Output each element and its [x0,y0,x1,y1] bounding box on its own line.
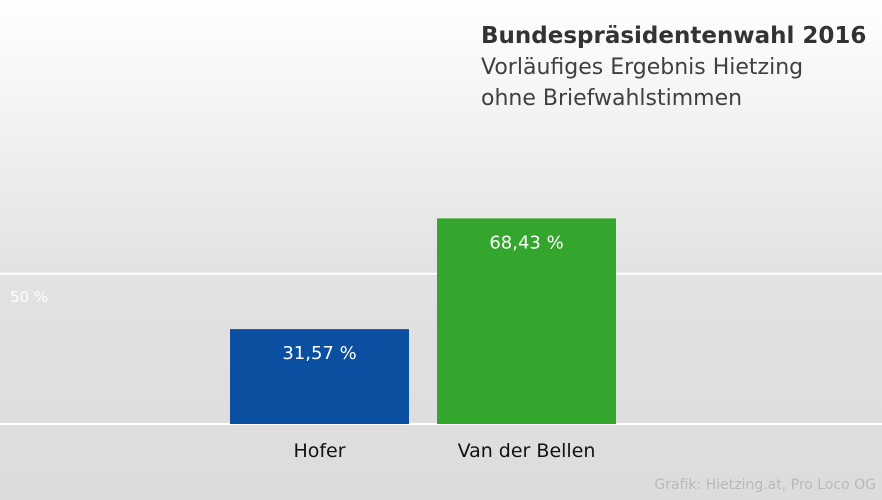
bar-value-label-0: 31,57 % [282,343,356,364]
chart-subtitle-line-2: ohne Briefwahlstimmen [481,86,743,111]
chart-title: Bundespräsidentenwahl 2016 [481,23,867,49]
bars-group: 31,57 % Hofer 68,43 % Van der Bellen [230,218,616,462]
bar-0 [230,329,409,424]
bar-1 [437,218,616,424]
category-label-0: Hofer [293,440,345,462]
chart-subtitle-line-1: Vorläufiges Ergebnis Hietzing [481,55,804,80]
bar-value-label-1: 68,43 % [489,232,563,253]
reference-line-label: 50 % [10,288,48,306]
title-block: Bundespräsidentenwahl 2016 Vorläufiges E… [481,20,866,114]
credit-text: Grafik: Hietzing.at, Pro Loco OG [654,477,876,493]
category-label-1: Van der Bellen [458,440,596,462]
